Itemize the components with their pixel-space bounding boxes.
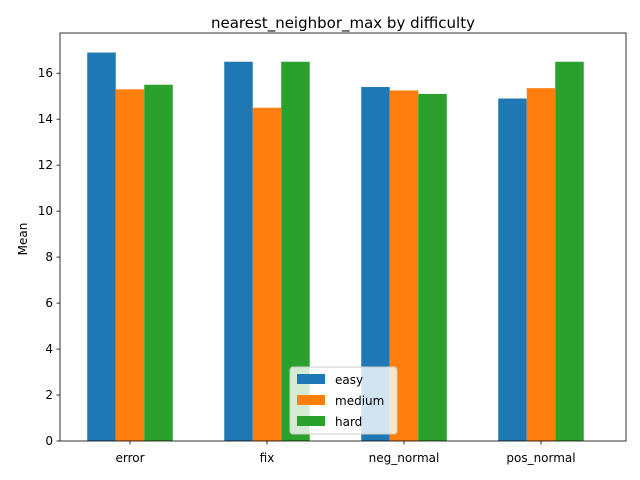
- legend-label-medium: medium: [335, 394, 384, 408]
- bar-hard-error: [144, 84, 173, 441]
- legend-label-easy: easy: [335, 373, 363, 387]
- legend-swatch-easy: [297, 374, 325, 384]
- y-tick-label: 10: [38, 204, 53, 218]
- bar-easy-fix: [224, 61, 253, 441]
- x-tick-label: pos_normal: [506, 451, 575, 465]
- y-tick-label: 6: [45, 296, 53, 310]
- bar-hard-neg_normal: [418, 93, 447, 441]
- y-ticks: 0 2 4 6 8 10 12 14 16: [38, 66, 60, 448]
- bar-medium-error: [115, 89, 145, 441]
- y-tick-label: 16: [38, 66, 53, 80]
- y-tick-label: 4: [45, 342, 53, 356]
- legend-swatch-medium: [297, 395, 325, 405]
- y-tick-label: 12: [38, 158, 53, 172]
- legend: easy medium hard: [289, 366, 398, 435]
- y-tick-label: 14: [38, 112, 53, 126]
- x-ticks: error fix neg_normal pos_normal: [115, 441, 576, 465]
- y-tick-label: 0: [45, 434, 53, 448]
- x-tick-label: neg_normal: [369, 451, 440, 465]
- x-tick-label: fix: [260, 451, 275, 465]
- x-tick-label: error: [115, 451, 144, 465]
- y-tick-label: 8: [45, 250, 53, 264]
- chart-title: nearest_neighbor_max by difficulty: [211, 14, 475, 33]
- bar-easy-pos_normal: [498, 98, 527, 441]
- legend-label-hard: hard: [335, 415, 362, 429]
- bar-medium-fix: [252, 107, 282, 441]
- y-tick-label: 2: [45, 388, 53, 402]
- y-axis-label: Mean: [16, 223, 30, 256]
- bar-hard-pos_normal: [555, 61, 584, 441]
- bar-easy-error: [87, 52, 116, 441]
- plot-frame: [59, 32, 627, 442]
- bar-medium-pos_normal: [526, 88, 556, 442]
- legend-swatch-hard: [297, 416, 325, 426]
